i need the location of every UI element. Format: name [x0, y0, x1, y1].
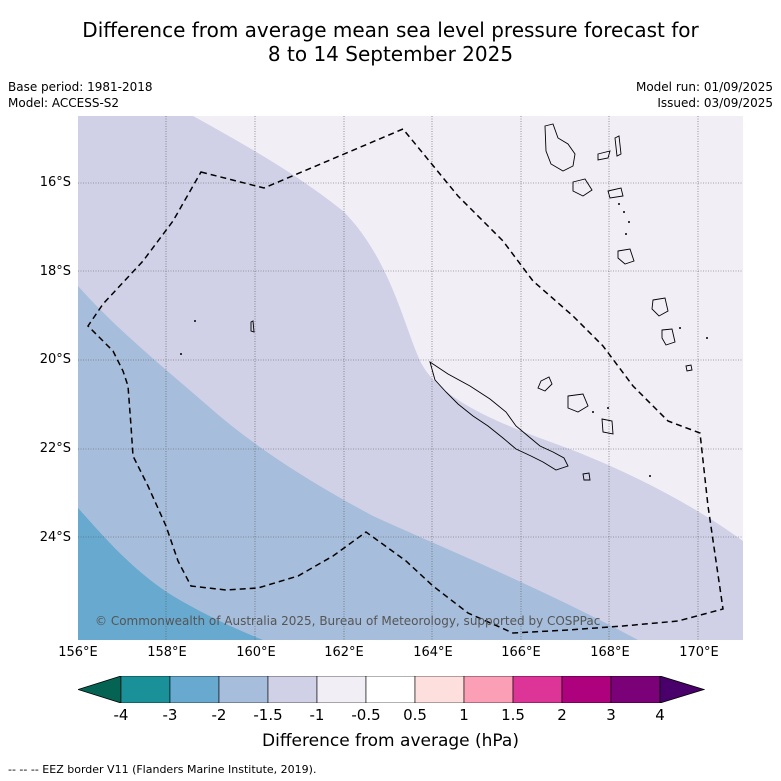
band-neg-1-5 — [78, 286, 638, 640]
lat-label-18s: 18°S — [39, 264, 71, 279]
colorbar-tick: -3 — [162, 706, 178, 724]
colorbar-tick: -1.5 — [253, 706, 283, 724]
colorbar-tick: -4 — [113, 706, 129, 724]
colorbar-tick: 3 — [606, 706, 616, 724]
map-title: Difference from average mean sea level p… — [0, 18, 781, 66]
colorbar-bin-5 — [316, 676, 367, 703]
loyalty-island-2 — [567, 393, 589, 413]
lon-label-158e: 158°E — [147, 645, 187, 660]
vanuatu-aneityum — [685, 364, 693, 372]
lon-label-164e: 164°E — [413, 645, 453, 660]
graticule — [78, 116, 743, 640]
colorbar-bin-4 — [267, 676, 318, 703]
lon-label-156e: 156°E — [58, 645, 98, 660]
lon-label-168e: 168°E — [590, 645, 630, 660]
colorbar-tick: 0.5 — [403, 706, 427, 724]
colorbar-label: Difference from average (hPa) — [262, 731, 519, 751]
vanuatu-espiritu-santo — [544, 123, 576, 172]
colorbar-bin-3 — [218, 676, 269, 703]
colorbar-tick: -0.5 — [351, 706, 381, 724]
loyalty-island-1 — [537, 376, 553, 392]
colorbar-bin-9 — [512, 676, 563, 703]
band-neg-2 — [78, 508, 263, 640]
colorbar-tick: 2 — [557, 706, 567, 724]
colorbar-bin-2 — [169, 676, 220, 703]
vanuatu-maewo — [597, 150, 611, 161]
copyright-notice: © Commonwealth of Australia 2025, Bureau… — [95, 614, 601, 628]
small-islets — [180, 203, 708, 477]
colorbar-bin-11 — [610, 676, 661, 703]
vanuatu-efate — [617, 248, 635, 265]
colorbar-bin-1 — [120, 676, 171, 703]
lon-label-170e: 170°E — [679, 645, 719, 660]
lat-label-22s: 22°S — [39, 441, 71, 456]
meta-left: Base period: 1981-2018 Model: ACCESS-S2 — [8, 79, 153, 111]
colorbar-bin-7 — [414, 676, 465, 703]
colorbar — [78, 676, 705, 703]
vanuatu-tanna — [661, 328, 676, 346]
colorbar-tick: 1.5 — [501, 706, 525, 724]
vanuatu-erromango — [651, 297, 669, 317]
model-run: Model run: 01/09/2025 — [635, 80, 773, 94]
vanuatu-pentecost — [614, 135, 622, 157]
eez-border — [87, 128, 724, 634]
small-island-west — [250, 320, 255, 333]
lon-label-162e: 162°E — [324, 645, 364, 660]
isle-of-pines — [582, 472, 591, 481]
lat-label-16s: 16°S — [39, 175, 71, 190]
lon-label-160e: 160°E — [236, 645, 276, 660]
lat-label-24s: 24°S — [39, 530, 71, 545]
vanuatu-malekula — [572, 178, 593, 197]
title-line-2: 8 to 14 September 2025 — [267, 42, 514, 66]
title-line-1: Difference from average mean sea level p… — [82, 18, 699, 42]
coastlines — [250, 123, 693, 481]
meta-right: Model run: 01/09/2025 Issued: 03/09/2025 — [636, 79, 773, 111]
base-period: Base period: 1981-2018 — [8, 80, 153, 94]
lat-label-20s: 20°S — [39, 352, 71, 367]
colorbar-bin-8 — [463, 676, 514, 703]
pressure-anomaly-map — [78, 116, 743, 640]
colorbar-extend-low — [78, 676, 122, 703]
eez-legend-note: -- -- -- EEZ border V11 (Flanders Marine… — [8, 763, 317, 776]
colorbar-tick: -1 — [309, 706, 325, 724]
colorbar-tick: -2 — [211, 706, 227, 724]
loyalty-island-3 — [601, 418, 614, 435]
new-caledonia-coast — [429, 360, 569, 471]
colorbar-bin-6 — [365, 676, 416, 703]
colorbar-bin-10 — [561, 676, 612, 703]
lon-label-166e: 166°E — [501, 645, 541, 660]
issued-date: Issued: 03/09/2025 — [657, 96, 773, 110]
colorbar-extend-high — [659, 676, 705, 703]
colorbar-tick: 1 — [459, 706, 469, 724]
vanuatu-ambrym — [607, 187, 624, 199]
colorbar-tick: 4 — [655, 706, 665, 724]
model-name: Model: ACCESS-S2 — [8, 96, 120, 110]
